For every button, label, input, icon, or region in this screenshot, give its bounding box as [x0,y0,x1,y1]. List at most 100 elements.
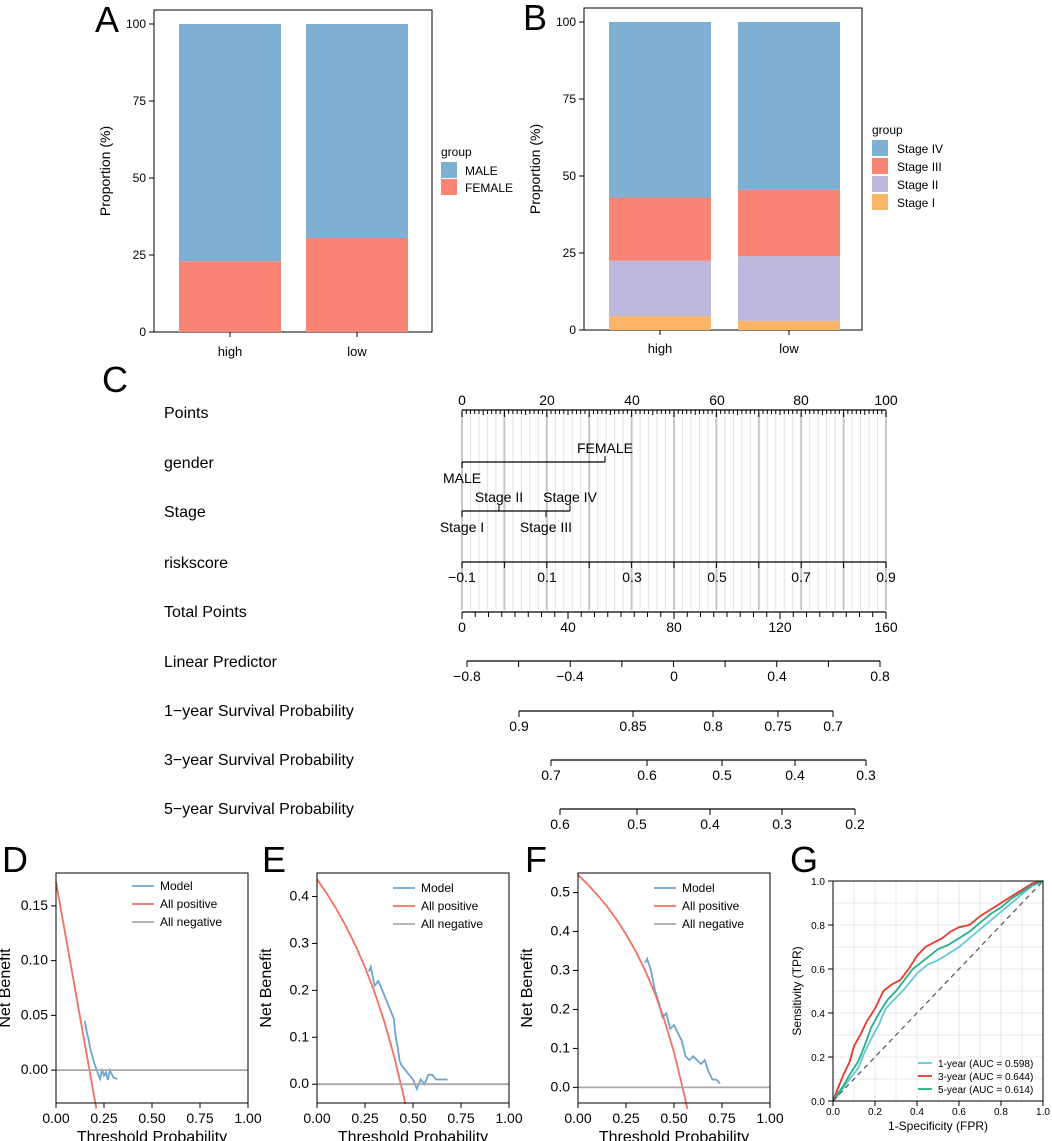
y-axis-title: Net Benefit [258,948,275,1028]
panel-b-legend-swatch-stage1 [872,194,888,210]
lp-tick-0.8: 0.8 [870,668,890,684]
y-tick-label: 100 [126,17,146,31]
bar-high-female [179,261,281,332]
panel-letter-g: G [790,839,818,880]
total-tick-80: 80 [666,619,682,635]
x-tick-label: 0.50 [399,1110,426,1126]
5yr-tick-0.5: 0.5 [627,816,647,832]
panel-a-x-label-high: high [218,344,243,359]
riskscore-tick-0.3: 0.3 [622,569,642,585]
x-tick-label: 0.25 [612,1110,639,1126]
x-tick-label: 0.6 [952,1107,966,1118]
y-tick-label: 75 [563,92,577,106]
x-tick-label: 0.0 [826,1107,840,1118]
panel-letter-e: E [262,839,286,880]
panel-a-y-ticks: 0 25 50 75 100 [126,17,358,339]
total-tick-0: 0 [458,619,466,635]
panel-b-legend-swatch-stage4 [872,140,888,156]
panel-a-legend-title: group [441,145,472,159]
legend-label-2: 5-year (AUC = 0.614) [938,1085,1033,1096]
nomogram-row-label-linear-predictor: Linear Predictor [164,654,278,671]
nomogram-stage-axis: Stage II Stage IV Stage I Stage III [440,489,598,535]
nomogram-row-label-gender: gender [164,455,214,472]
legend-label-1: 3-year (AUC = 0.644) [938,1072,1033,1083]
y-tick-label: 0 [139,325,146,339]
points-tick-0: 0 [458,392,466,408]
nomogram-total-points-axis: 0 40 80 120 160 [458,611,898,635]
panel-b-legend-stage1: Stage I [897,196,935,210]
panel-letter-b: B [523,0,547,38]
y-tick-label: 0 [569,323,576,337]
x-tick-label: 0.00 [42,1110,69,1126]
total-tick-160: 160 [874,619,898,635]
bar-high-stage-ii [609,260,711,317]
nomogram-1yr-axis: 0.9 0.85 0.8 0.75 0.7 [509,710,843,734]
y-tick-label: 25 [133,248,147,262]
5yr-tick-0.4: 0.4 [700,816,720,832]
panel-a-legend-swatch-male [441,162,457,178]
panel-letter-f: F [525,839,547,880]
x-axis-title: 1-Specificity (FPR) [888,1119,988,1133]
riskscore-tick-0.9: 0.9 [876,569,896,585]
plot-frame [832,880,1044,1102]
panel-a-y-axis-title: Proportion (%) [97,126,113,216]
legend-label-0: Model [682,881,715,895]
y-tick-label: 0.4 [551,922,571,938]
series-line-1-year-auc-0-598- [832,880,1044,1102]
panel-b-legend-stage2: Stage II [897,178,938,192]
gender-level-female: FEMALE [577,440,633,456]
lp-tick-m0.8: −0.8 [453,668,481,684]
y-tick-label: 50 [563,169,577,183]
total-tick-120: 120 [768,619,792,635]
x-tick-label: 0.75 [708,1110,735,1126]
x-tick-label: 0.00 [564,1110,591,1126]
y-tick-label: 0.3 [551,961,571,977]
1yr-tick-0.75: 0.75 [764,718,791,734]
panel-b-x-label-high: high [648,341,673,356]
series-line-diagonal [832,880,1044,1102]
5yr-tick-0.6: 0.6 [550,816,570,832]
lp-tick-0: 0 [670,668,678,684]
1yr-tick-0.7: 0.7 [823,718,843,734]
bar-low-stage-ii [738,256,840,321]
series-line-3-year-auc-0-644- [832,880,1044,1102]
legend-label-0: Model [421,881,454,895]
y-tick-label: 0.6 [811,965,825,976]
lp-tick-m0.4: −0.4 [556,668,584,684]
points-tick-60: 60 [709,392,725,408]
nomogram-grid [461,412,887,610]
riskscore-tick-0.5: 0.5 [707,569,727,585]
y-tick-label: 75 [133,94,147,108]
x-tick-label: 0.00 [303,1110,330,1126]
5yr-tick-0.2: 0.2 [845,816,865,832]
y-tick-label: 0.10 [21,952,48,968]
riskscore-tick-0.1: 0.1 [537,569,557,585]
x-tick-label: 1.00 [495,1110,522,1126]
y-tick-label: 0.4 [290,887,310,903]
x-tick-label: 1.00 [234,1110,261,1126]
series-line-5-year-auc-0-614- [832,880,1044,1102]
x-tick-label: 0.75 [186,1110,213,1126]
series-line-all-positive [577,874,689,1109]
x-tick-label: 0.25 [351,1110,378,1126]
panel-a-bar-chart: 0 25 50 75 100 high low Proportion (%) group… [97,9,513,359]
nomogram-row-label-3yr: 3−year Survival Probability [164,752,354,769]
x-tick-label: 1.00 [756,1110,783,1126]
y-tick-label: 0.2 [290,981,310,997]
panel-a-legend-female: FEMALE [465,181,513,195]
stage-level-4: Stage IV [543,489,597,505]
panel-b-legend-stage3: Stage III [897,160,942,174]
x-axis-title: Threshold Probability [599,1129,749,1141]
plot-frame [55,872,249,1104]
panel-letter-a: A [95,0,119,40]
series-line-model [83,1020,118,1082]
nomogram-row-label-5yr: 5−year Survival Probability [164,801,354,818]
riskscore-tick-0.7: 0.7 [791,569,811,585]
points-tick-40: 40 [624,392,640,408]
series-line-all-positive [316,878,407,1105]
x-tick-label: 0.50 [138,1110,165,1126]
panel-g-roc-curve: 0.0 0.2 0.4 0.6 0.8 1.0 0.0 0.2 0.4 0.6 0.8 1.0 1-Sp… [790,877,1050,1133]
panel-b-x-label-low: low [779,341,799,356]
panel-letter-c: C [102,359,128,400]
y-tick-label: 0.0 [551,1078,571,1094]
